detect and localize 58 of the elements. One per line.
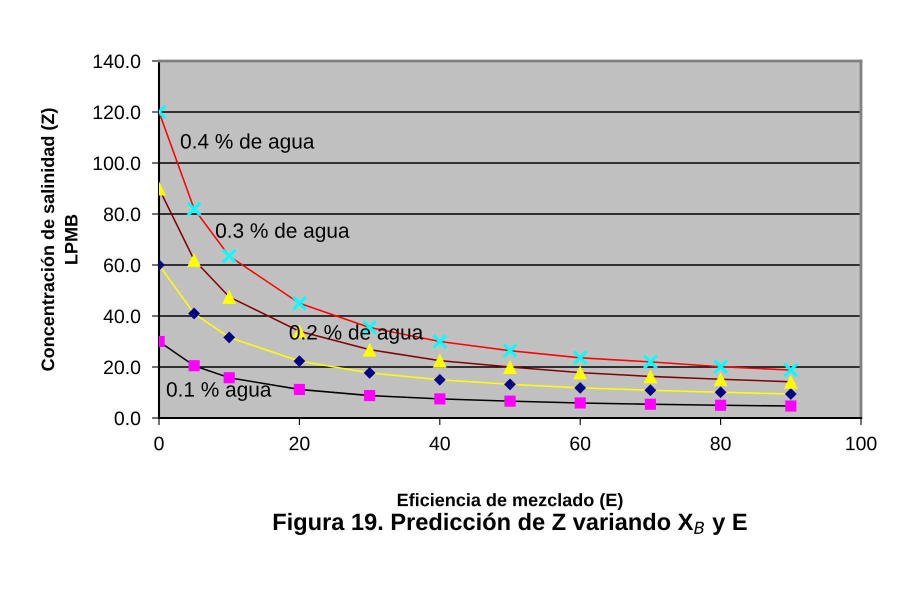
y-tick-label: 0.0	[114, 411, 140, 426]
x-tick-label: 40	[429, 436, 450, 450]
point	[714, 386, 726, 398]
point	[432, 354, 447, 368]
y-tick-label: 20.0	[104, 360, 140, 374]
y-tick-label: 40.0	[104, 309, 140, 324]
point	[642, 354, 658, 370]
point	[644, 398, 656, 410]
point	[294, 384, 305, 395]
point	[783, 362, 799, 378]
point	[434, 393, 446, 404]
point	[362, 342, 377, 357]
point	[785, 400, 796, 412]
point	[224, 372, 235, 384]
point	[784, 388, 797, 400]
x-axis-title: Eficiencia de mezclado (E)	[398, 493, 622, 510]
point	[504, 378, 516, 390]
x-tick-label: 0	[154, 436, 164, 450]
point	[784, 374, 798, 389]
point	[572, 350, 588, 366]
point	[222, 290, 236, 304]
point	[714, 372, 728, 386]
x-tick-label: 60	[570, 436, 590, 450]
y-tick-label: 100.0	[94, 156, 140, 170]
annotation: 0.4 % de agua	[180, 133, 314, 153]
text: Figura 19. Predicción de Z variando X$_{B}$ y E	[274, 512, 747, 535]
point	[364, 366, 376, 379]
y-tick-label: 60.0	[104, 258, 140, 272]
point	[187, 252, 202, 267]
point	[364, 390, 376, 402]
y-tick-label: 80.0	[104, 207, 140, 222]
point	[644, 384, 656, 396]
point	[294, 355, 306, 368]
point	[573, 366, 588, 380]
point	[504, 396, 516, 407]
x-tick-label: 80	[710, 436, 731, 450]
point	[574, 382, 586, 394]
y-axis-title: Concentración de salinidad (Z) LPMB	[40, 108, 78, 371]
point	[503, 360, 517, 374]
y-tick-label: 120.0	[94, 105, 140, 120]
point	[434, 374, 446, 386]
y-tick-label: 140.0	[94, 54, 140, 68]
annotation: 0.1 % agua	[166, 382, 272, 401]
point	[715, 400, 726, 411]
point	[432, 334, 448, 350]
annotation: 0.3 % de agua	[216, 222, 350, 242]
point	[186, 201, 202, 217]
point	[221, 248, 237, 264]
point	[712, 358, 728, 375]
point	[292, 295, 308, 312]
point	[188, 360, 200, 372]
point	[223, 332, 236, 344]
point	[502, 342, 518, 358]
point	[574, 397, 586, 409]
x-tick-label: 20	[290, 436, 310, 450]
point	[188, 308, 200, 320]
x-tick-label: 100	[846, 436, 876, 450]
point	[643, 369, 658, 384]
